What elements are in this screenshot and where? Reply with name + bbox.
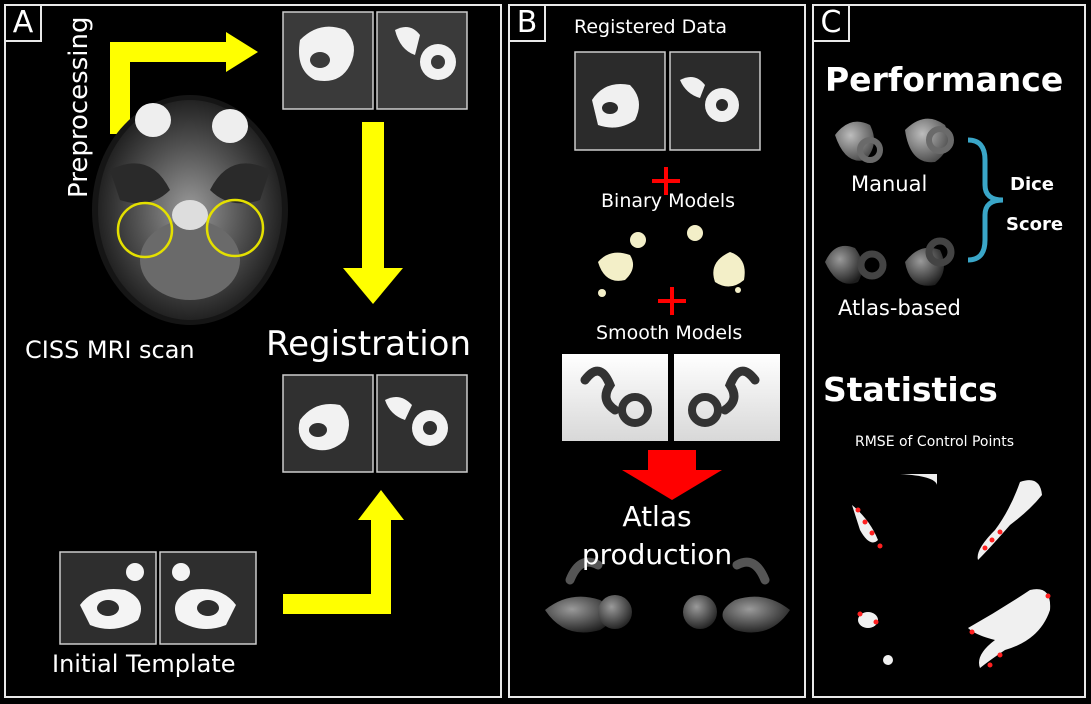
binary-models-label: Binary Models — [601, 190, 736, 212]
atlas-based-models-image — [825, 237, 955, 286]
mri-scan-image — [92, 95, 288, 325]
panel-a-label: A — [4, 4, 42, 42]
mri-scan-caption: CISS MRI scan — [25, 336, 195, 364]
performance-heading: Performance — [825, 60, 1064, 99]
initial-template-caption: Initial Template — [52, 650, 236, 678]
registration-thumbnails — [282, 374, 468, 473]
registered-data-label: Registered Data — [574, 16, 727, 38]
plus-sign-2 — [658, 287, 686, 315]
binary-models-image — [598, 225, 745, 297]
panel-c: C — [812, 4, 1086, 698]
down-arrow — [343, 122, 403, 304]
atlas-production-line2: production — [581, 538, 733, 571]
panel-a: A — [4, 4, 502, 698]
atlas-production-arrow — [622, 450, 722, 500]
dice-label-line1: Dice — [1010, 174, 1054, 195]
plus-sign-1 — [652, 167, 680, 195]
template-arrow — [283, 490, 404, 614]
registration-label: Registration — [266, 324, 472, 364]
rmse-label: RMSE of Control Points — [855, 434, 1015, 450]
initial-template-thumbnails — [59, 551, 257, 645]
panel-b-label: B — [508, 4, 546, 42]
panel-c-label: C — [812, 4, 850, 42]
panel-b: B — [508, 4, 806, 698]
registered-data-thumbnails — [574, 51, 761, 151]
dice-brace — [967, 137, 1004, 263]
manual-models-image — [835, 118, 954, 163]
atlas-models-image — [545, 557, 790, 633]
preprocessed-thumbnails — [282, 11, 468, 110]
manual-label: Manual — [851, 172, 928, 196]
statistics-heading: Statistics — [823, 370, 998, 409]
atlas-based-label: Atlas-based — [838, 296, 961, 320]
preprocessing-label: Preprocessing — [64, 16, 94, 198]
preprocessing-arrow — [110, 32, 258, 134]
smooth-models-image — [562, 354, 780, 441]
dice-label-line2: Score — [1006, 214, 1064, 235]
atlas-production-line1: Atlas — [622, 500, 692, 533]
control-points-images — [845, 474, 1052, 676]
smooth-models-label: Smooth Models — [596, 322, 743, 344]
